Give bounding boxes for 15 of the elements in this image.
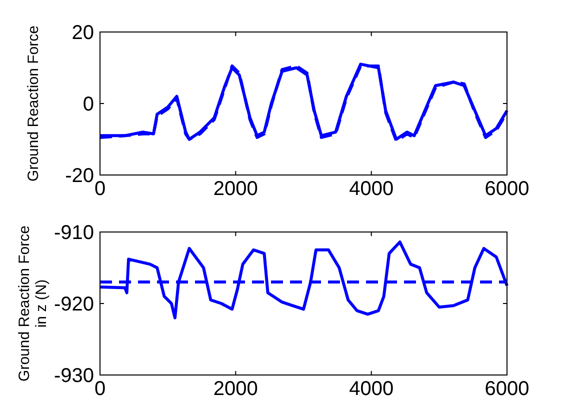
line-series <box>98 240 508 320</box>
y-axis-title: Ground Reaction Force <box>25 26 42 182</box>
y-tick-label: 0 <box>82 94 94 116</box>
y-tick-label: -20 <box>65 165 94 187</box>
y-tick-label: -930 <box>54 365 94 387</box>
y-tick-label: -920 <box>54 294 94 316</box>
x-tick-label: 4000 <box>349 178 394 200</box>
x-tick-label: 2000 <box>213 378 258 400</box>
x-tick-label: 2000 <box>213 178 258 200</box>
y-axis-title: Ground Reaction Force in z (N) <box>16 226 50 382</box>
x-tick-label: 6000 <box>484 378 530 400</box>
y-tick-label: 20 <box>72 22 94 44</box>
y-tick-label: -910 <box>54 222 94 244</box>
x-tick-label: 4000 <box>349 378 394 400</box>
x-tick-label: 6000 <box>484 178 530 200</box>
